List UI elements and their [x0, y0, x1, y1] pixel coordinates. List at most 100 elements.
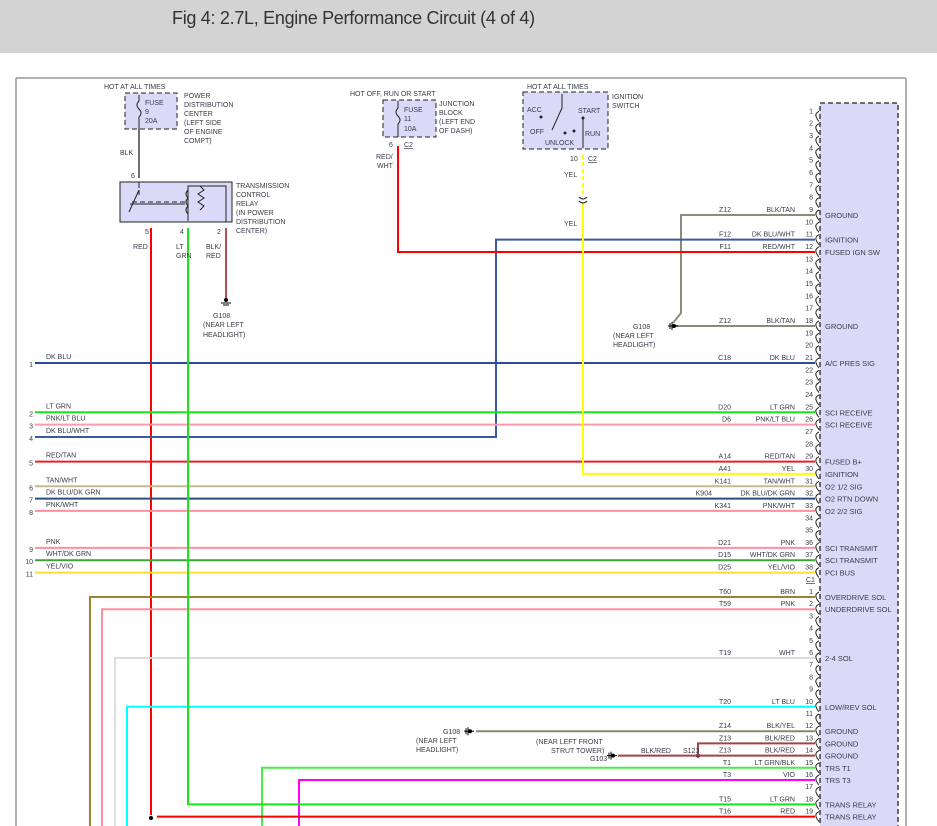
ignition-switch-icon [551, 94, 584, 148]
junction-description: OF DASH) [439, 128, 472, 135]
ignition-wire-color: YEL [564, 172, 577, 179]
pdc-pin-number: 6 [131, 173, 135, 180]
left-wire-color-label: DK BLU/DK GRN [46, 490, 100, 497]
junction-connector-label: C2 [404, 142, 413, 149]
wire-color-label: LT GRN [770, 796, 795, 803]
pin-terminal-icon [815, 135, 820, 147]
pin-terminal-icon [815, 184, 820, 196]
module-pin-number: 8 [809, 674, 813, 681]
wire-color-label: TAN/WHT [764, 478, 796, 485]
wire-color-label: PNK [781, 540, 796, 547]
junction-description: BLOCK [439, 110, 463, 117]
module-pin-number: 4 [809, 145, 813, 152]
page-title: Fig 4: 2.7L, Engine Performance Circuit … [172, 8, 535, 28]
ground-g103-icon [607, 751, 617, 760]
module-pin-number: 10 [805, 699, 813, 706]
circuit-code: T19 [719, 650, 731, 657]
left-connector-pin-number: 1 [29, 362, 33, 369]
left-wire-color-label: PNK [46, 539, 61, 546]
ignition-acc: ACC [527, 107, 542, 114]
wire-color-label: YEL [782, 466, 795, 473]
module-pin-number: 6 [809, 170, 813, 177]
pin-function-label: GROUND [825, 211, 859, 220]
wire-c1-pin-1 [89, 596, 815, 826]
pin-terminal-icon [815, 271, 820, 283]
ground-g108-upper-icon [668, 321, 678, 330]
pin-function-label: 2-4 SOL [825, 654, 853, 663]
transmission-module-box [819, 102, 899, 826]
module-pin-number: 6 [809, 650, 813, 657]
pin-terminal-icon [815, 603, 820, 615]
ignition-wire-color: YEL [564, 221, 577, 228]
pin-terminal-icon [815, 382, 820, 393]
pin-terminal-icon [815, 320, 820, 332]
pin-function-label: UNDERDRIVE SOL [825, 605, 892, 614]
circuit-code: T1 [723, 760, 731, 767]
wire-color-label: PNK [781, 601, 796, 608]
ignition-hot-label: HOT AT ALL TIMES [527, 84, 589, 91]
g108-relay-location: (NEAR LEFT [203, 322, 245, 329]
pin-terminal-icon [815, 567, 820, 578]
pin-function-label: GROUND [825, 727, 859, 736]
module-pin-number: 8 [809, 195, 813, 202]
pin-function-label: TRANS RELAY [825, 813, 877, 822]
left-connector-pin-number: 2 [29, 411, 33, 418]
g103-location: (NEAR LEFT FRONT [536, 739, 603, 746]
circuit-code: C18 [718, 355, 731, 362]
module-pin-number: 21 [805, 355, 813, 362]
pin-function-label: O2 2/2 SIG [825, 507, 863, 516]
module-pin-number: 11 [806, 232, 813, 239]
pin-function-label: SCI RECEIVE [825, 421, 873, 430]
module-pin-number: 14 [805, 269, 813, 276]
wire-c2-pin-11 [35, 238, 815, 438]
pin-terminal-icon [815, 505, 820, 517]
relay-description: CENTER) [236, 228, 267, 235]
wire-c2-pin-9 [672, 214, 815, 324]
left-connector-pin-number: 7 [29, 498, 33, 505]
pin-terminal-icon [815, 332, 820, 344]
wire-color-label: YEL/VIO [768, 565, 796, 572]
ignition-off: OFF [530, 129, 544, 136]
circuit-code: F12 [719, 232, 731, 239]
module-pin-number: 18 [805, 796, 813, 803]
fuse-icon [395, 101, 401, 137]
wire-c1-pin-10 [126, 705, 815, 826]
wire-color-label: BLK/TAN [766, 318, 795, 325]
pdc-hot-label: HOT AT ALL TIMES [104, 84, 166, 91]
wire-color-label: LT BLU [772, 699, 795, 706]
pin-terminal-icon [815, 725, 820, 737]
module-pin-number: 23 [805, 380, 813, 387]
pin-terminal-icon [815, 345, 820, 356]
fuse-icon [136, 95, 142, 129]
module-pin-number: 5 [809, 638, 813, 645]
wire-c1-pin-13 [697, 742, 815, 756]
wire-c1-pin-6 [114, 657, 815, 826]
relay-description: CONTROL [236, 192, 270, 199]
pin-function-label: GROUND [825, 752, 859, 761]
pin-function-label: O2 RTN DOWN [825, 495, 878, 504]
relay-wire-color: RED [133, 244, 148, 251]
module-pin-number: 17 [805, 306, 813, 313]
module-pin-number: 15 [805, 281, 813, 288]
junction-wire-color: WHT [377, 163, 394, 170]
pin-terminal-icon [815, 197, 820, 209]
module-pin-number: 25 [805, 404, 813, 411]
wire-color-label: VIO [783, 772, 796, 779]
connector-c1-label: C1 [806, 577, 815, 584]
left-wire-color-label: DK BLU [46, 354, 71, 361]
relay-switch-icon [128, 182, 185, 213]
pin-terminal-icon [815, 419, 820, 430]
module-pin-number: 37 [805, 552, 813, 559]
relay-wire-color: GRN [176, 253, 192, 260]
diagram-frame [15, 77, 907, 826]
pin-terminal-icon [815, 493, 820, 504]
junction-description: (LEFT END [439, 119, 475, 126]
pin-terminal-icon [815, 786, 820, 798]
pin-terminal-icon [815, 456, 820, 467]
g108-lower-location: (NEAR LEFT [416, 738, 458, 745]
module-pin-number: 3 [809, 133, 813, 140]
fuse-label: FUSE [145, 100, 164, 107]
circuit-code: D20 [718, 404, 731, 411]
pin-terminal-icon [815, 283, 820, 295]
ignition-switch-box [522, 91, 609, 150]
